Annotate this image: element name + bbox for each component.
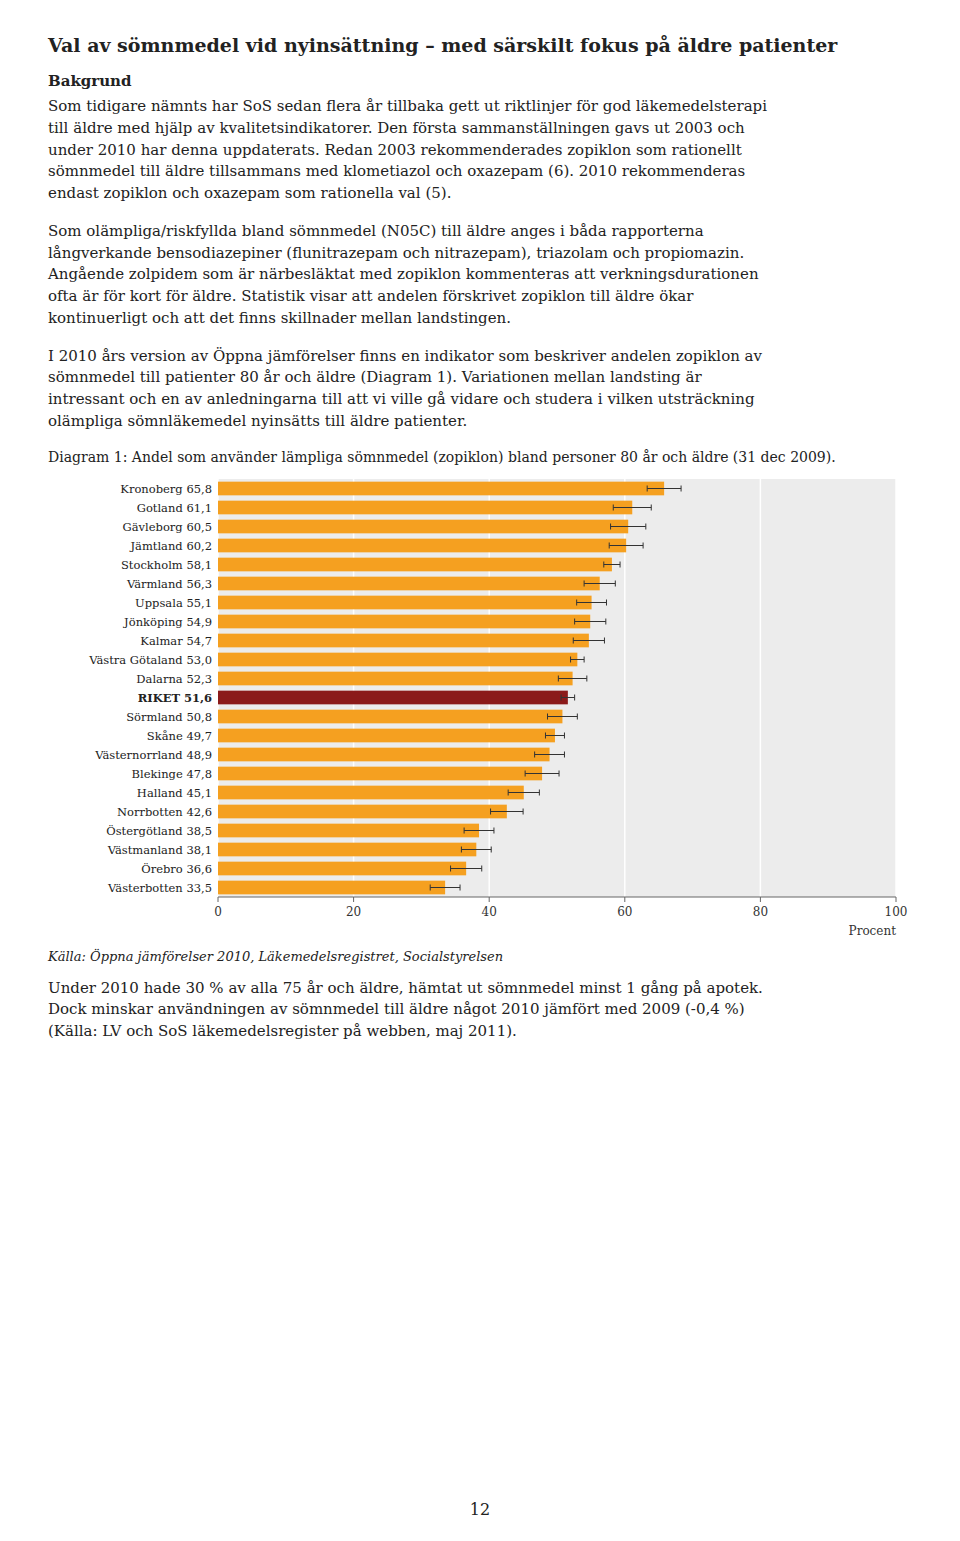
category-label: Västmanland 38,1	[107, 842, 212, 856]
tick-mark	[353, 897, 354, 902]
category-label: Skåne 49,7	[147, 728, 212, 742]
bar	[218, 614, 590, 628]
page: Val av sömnmedel vid nyinsättning – med …	[48, 34, 918, 1059]
error-bar	[535, 751, 565, 757]
bars	[218, 481, 681, 894]
error-bar	[451, 865, 482, 871]
error-bar	[525, 770, 559, 776]
category-label: Jämtland 60,2	[129, 538, 212, 552]
error-bar	[508, 789, 539, 795]
error-bar	[647, 485, 681, 491]
paragraph: Som olämpliga/riskfyllda bland sömnmedel…	[48, 221, 918, 330]
tick-mark	[218, 897, 219, 902]
error-bar	[604, 561, 620, 567]
bar	[218, 500, 632, 514]
bar	[218, 595, 592, 609]
bar	[218, 747, 550, 761]
bar	[218, 633, 589, 647]
bar	[218, 728, 555, 742]
error-bar	[558, 675, 586, 681]
bar	[218, 766, 542, 780]
bar	[218, 519, 628, 533]
category-label: Västernorrland 48,9	[94, 747, 212, 761]
error-bar	[573, 637, 604, 643]
category-label: Dalarna 52,3	[136, 671, 212, 685]
category-label: RIKET 51,6	[138, 690, 212, 704]
bar	[218, 576, 600, 590]
chart: 0 20 40 60 80 100 Kronoberg 65,8 Gotland 61,1 Gä…	[48, 471, 918, 941]
bar	[218, 804, 507, 818]
category-label: Uppsala 55,1	[135, 595, 212, 609]
tick-label: 100	[885, 905, 908, 919]
tick-label: 80	[753, 905, 768, 919]
bar	[218, 557, 612, 571]
bar	[218, 861, 466, 875]
error-bar	[611, 523, 646, 529]
bar	[218, 690, 568, 704]
plot-background	[218, 479, 896, 897]
x-axis-label: Procent	[849, 924, 897, 938]
category-label: Östergötland 38,5	[106, 823, 212, 837]
category-label: Värmland 56,3	[126, 576, 212, 590]
category-label: Västra Götaland 53,0	[88, 652, 212, 666]
error-bar	[491, 808, 524, 814]
paragraph: I 2010 års version av Öppna jämförelser …	[48, 346, 918, 433]
category-label: Sörmland 50,8	[126, 709, 212, 723]
tick-label: 40	[482, 905, 497, 919]
tick-mark	[489, 897, 490, 902]
category-label: Kronoberg 65,8	[120, 481, 212, 495]
category-label: Stockholm 58,1	[121, 557, 212, 571]
category-label: Jönköping 54,9	[123, 614, 212, 628]
x-axis-line	[218, 896, 896, 897]
tick-label: 60	[617, 905, 632, 919]
category-label: Gävleborg 60,5	[123, 519, 212, 533]
error-bar	[548, 713, 578, 719]
tick-mark	[896, 897, 897, 902]
category-label: Västerbotten 33,5	[107, 880, 212, 894]
error-bar	[613, 504, 651, 510]
error-bar	[545, 732, 564, 738]
error-bar	[464, 827, 494, 833]
paragraph: Under 2010 hade 30 % av alla 75 år och ä…	[48, 978, 918, 1043]
tick-mark	[760, 897, 761, 902]
grid-line	[760, 479, 762, 897]
error-bar	[461, 846, 491, 852]
error-bar	[571, 656, 585, 662]
tick-label: 0	[214, 905, 222, 919]
source-note: Källa: Öppna jämförelser 2010, Läkemedel…	[48, 949, 918, 964]
error-bar	[561, 694, 575, 700]
bar	[218, 481, 664, 495]
error-bar	[584, 580, 615, 586]
heading: Bakgrund	[48, 72, 918, 90]
page-title: Val av sömnmedel vid nyinsättning – med …	[48, 34, 918, 56]
bar	[218, 880, 445, 894]
category-label: Kalmar 54,7	[140, 633, 212, 647]
bar	[218, 652, 577, 666]
bar	[218, 842, 476, 856]
bar	[218, 823, 479, 837]
error-bar	[609, 542, 643, 548]
error-bar	[577, 599, 607, 605]
category-label: Blekinge 47,8	[132, 766, 212, 780]
error-bar	[430, 884, 460, 890]
bar	[218, 785, 524, 799]
page-number: 12	[0, 1500, 960, 1519]
category-label: Örebro 36,6	[141, 861, 212, 875]
category-label: Gotland 61,1	[137, 500, 212, 514]
category-label: Norrbotten 42,6	[117, 804, 212, 818]
bar	[218, 538, 626, 552]
bar	[218, 671, 573, 685]
chart-title: Diagram 1: Andel som använder lämpliga s…	[48, 449, 918, 465]
paragraph: Som tidigare nämnts har SoS sedan flera …	[48, 96, 918, 205]
bar	[218, 709, 562, 723]
tick-mark	[624, 897, 625, 902]
category-label: Halland 45,1	[137, 785, 212, 799]
grid-line	[895, 479, 897, 897]
error-bar	[575, 618, 606, 624]
tick-label: 20	[346, 905, 361, 919]
